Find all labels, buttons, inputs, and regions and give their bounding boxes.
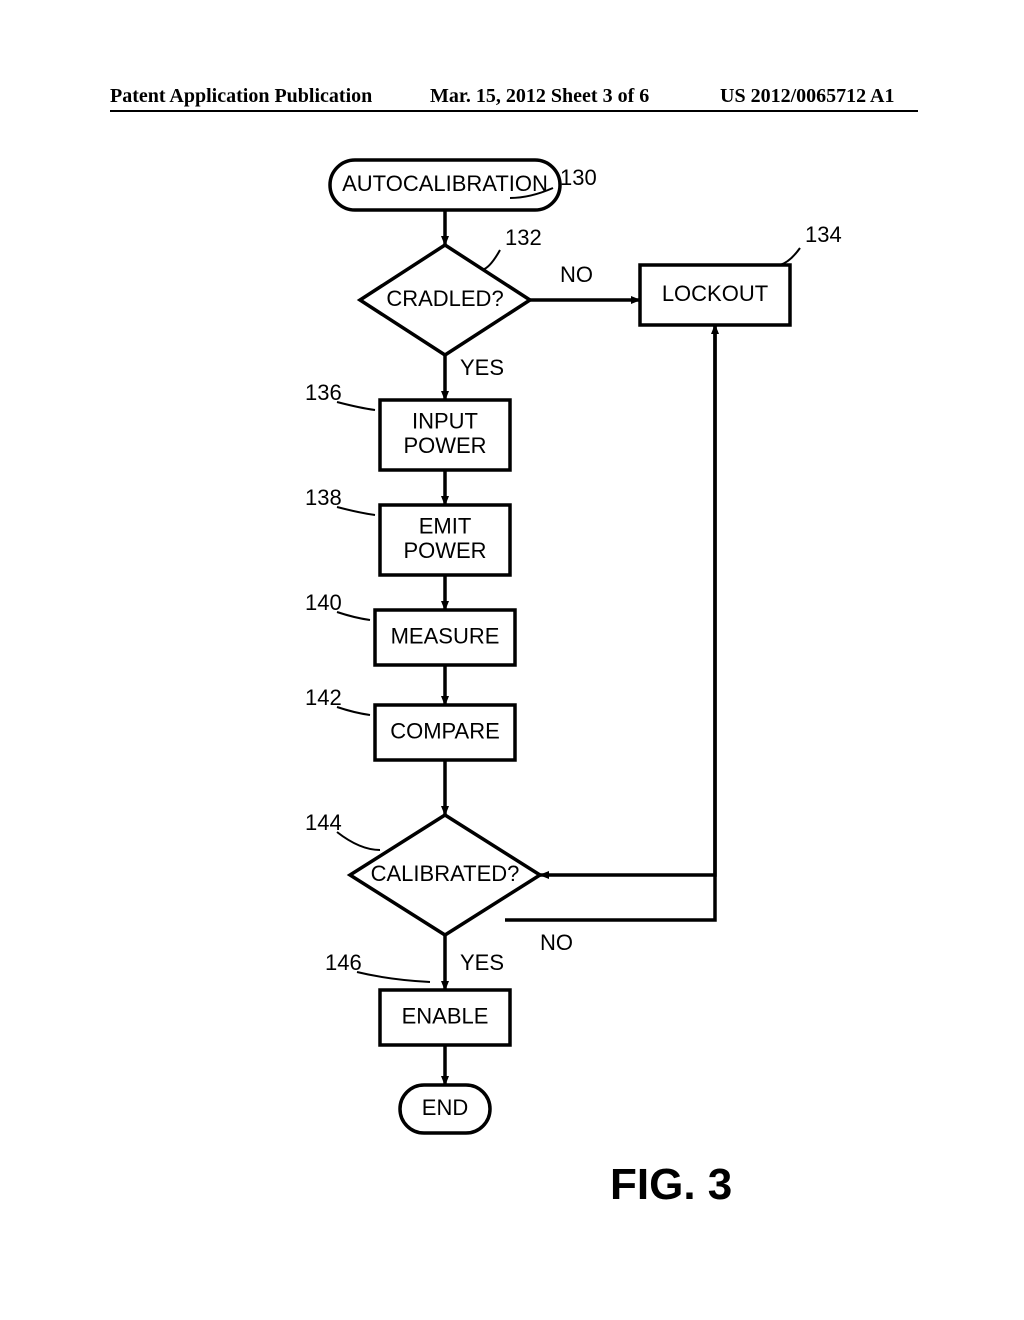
ref-134: 134	[805, 222, 842, 247]
ref-leader	[337, 507, 375, 515]
ref-132: 132	[505, 225, 542, 250]
ref-144: 144	[305, 810, 342, 835]
ref-leader	[337, 612, 370, 620]
page: { "header": { "left": "Patent Applicatio…	[0, 0, 1024, 1320]
node-emit-label: POWER	[403, 538, 486, 563]
header-right: US 2012/0065712 A1	[720, 85, 894, 108]
header-rule	[110, 110, 918, 112]
ref-leader	[337, 707, 370, 715]
edge-calib-lockout	[505, 325, 715, 920]
ref-138: 138	[305, 485, 342, 510]
edge-label: YES	[460, 355, 504, 380]
node-measure-label: MEASURE	[391, 623, 500, 648]
ref-136: 136	[305, 380, 342, 405]
edge-lockout-calib	[540, 325, 715, 875]
ref-leader	[357, 972, 430, 982]
node-calib-label: CALIBRATED?	[371, 861, 520, 886]
node-input-label: POWER	[403, 433, 486, 458]
node-emit-label: EMIT	[419, 514, 472, 539]
node-lockout-label: LOCKOUT	[662, 281, 768, 306]
ref-leader	[482, 250, 500, 270]
node-enable-label: ENABLE	[402, 1003, 489, 1028]
ref-leader	[337, 402, 375, 410]
flowchart: NO YES NO YES AUTOCALIBRATION CRADLED? LOCKOUT…	[100, 150, 924, 1210]
edge-label: NO	[560, 262, 593, 287]
header-center: Mar. 15, 2012 Sheet 3 of 6	[430, 85, 649, 108]
node-start-label: AUTOCALIBRATION	[342, 171, 548, 196]
edge-label: YES	[460, 950, 504, 975]
ref-146: 146	[325, 950, 362, 975]
ref-140: 140	[305, 590, 342, 615]
ref-leader	[780, 248, 800, 265]
node-input-label: INPUT	[412, 409, 478, 434]
header-left: Patent Application Publication	[110, 85, 372, 108]
ref-142: 142	[305, 685, 342, 710]
ref-leader	[337, 832, 380, 850]
ref-130: 130	[560, 165, 597, 190]
node-end-label: END	[422, 1095, 468, 1120]
node-compare-label: COMPARE	[390, 718, 500, 743]
edge-label: NO	[540, 930, 573, 955]
node-cradled-label: CRADLED?	[386, 286, 503, 311]
figure-label: FIG. 3	[610, 1160, 732, 1210]
